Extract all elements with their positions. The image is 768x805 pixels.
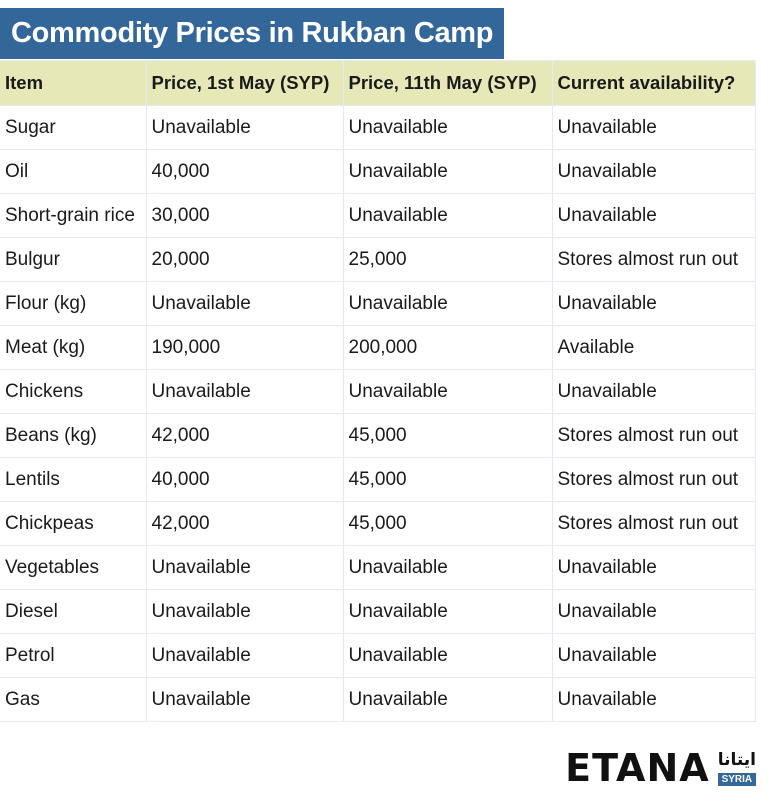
table-cell: 30,000: [145, 193, 344, 238]
table-cell: Bulgur: [0, 237, 147, 282]
table-cell: Unavailable: [551, 149, 756, 194]
logo-wordmark: ETANA: [565, 745, 710, 790]
table-cell: Beans (kg): [0, 413, 147, 458]
table-cell: Unavailable: [145, 589, 344, 634]
table-row: Gas Unavailable Unavailable Unavailable: [0, 677, 756, 722]
table-cell: Unavailable: [145, 369, 344, 414]
table-title: Commodity Prices in Rukban Camp: [0, 8, 505, 59]
table-cell: 200,000: [342, 325, 553, 370]
table-cell: Unavailable: [342, 105, 553, 150]
column-header: Current availability?: [551, 60, 756, 106]
table-cell: Unavailable: [342, 281, 553, 326]
table-cell: Unavailable: [342, 149, 553, 194]
table-cell: Unavailable: [551, 677, 756, 722]
table-cell: 40,000: [145, 149, 344, 194]
table-row: Chickens Unavailable Unavailable Unavailabl…: [0, 369, 756, 414]
column-header: Price, 11th May (SYP): [342, 60, 553, 106]
table-row: Sugar Unavailable Unavailable Unavailable: [0, 105, 756, 150]
table-cell: Unavailable: [551, 545, 756, 590]
table-cell: Stores almost run out: [551, 413, 756, 458]
commodity-price-table: Item Price, 1st May (SYP) Price, 11th May …: [0, 60, 756, 722]
table-cell: 45,000: [342, 413, 553, 458]
table-cell: Unavailable: [551, 369, 756, 414]
table-cell: Flour (kg): [0, 281, 147, 326]
table-cell: Petrol: [0, 633, 147, 678]
table-cell: Short-grain rice: [0, 193, 147, 238]
table-cell: Unavailable: [551, 193, 756, 238]
table-row: Diesel Unavailable Unavailable Unavailable: [0, 589, 756, 634]
table-cell: 40,000: [145, 457, 344, 502]
table-row: Vegetables Unavailable Unavailable Unavaila…: [0, 545, 756, 590]
table-cell: 190,000: [145, 325, 344, 370]
table-cell: 42,000: [145, 413, 344, 458]
table-cell: Unavailable: [342, 369, 553, 414]
table-cell: Lentils: [0, 457, 147, 502]
table-cell: 45,000: [342, 501, 553, 546]
table-cell: Unavailable: [145, 545, 344, 590]
table-row: Flour (kg) Unavailable Unavailable Unavaila…: [0, 281, 756, 326]
table-cell: 25,000: [342, 237, 553, 282]
table-cell: Unavailable: [551, 589, 756, 634]
table-cell: Unavailable: [342, 677, 553, 722]
table-cell: Unavailable: [551, 105, 756, 150]
table-cell: 45,000: [342, 457, 553, 502]
table-row: Chickpeas 42,000 45,000 Stores almost run o…: [0, 501, 756, 546]
column-header: Item: [0, 60, 147, 106]
table-cell: Unavailable: [145, 105, 344, 150]
logo-syria-badge: SYRIA: [717, 772, 756, 786]
table-cell: Unavailable: [551, 281, 756, 326]
table-cell: Oil: [0, 149, 147, 194]
column-header: Price, 1st May (SYP): [145, 60, 344, 106]
header-row: Item Price, 1st May (SYP) Price, 11th May …: [0, 60, 756, 106]
table-cell: Unavailable: [342, 193, 553, 238]
table-cell: Available: [551, 325, 756, 370]
table-cell: Chickens: [0, 369, 147, 414]
table-cell: Chickpeas: [0, 501, 147, 546]
table-cell: 42,000: [145, 501, 344, 546]
table-cell: Stores almost run out: [551, 237, 756, 282]
table-body: Sugar Unavailable Unavailable Unavailable Oi…: [0, 105, 756, 722]
table-cell: Unavailable: [551, 633, 756, 678]
table-cell: Stores almost run out: [551, 457, 756, 502]
table-row: Meat (kg) 190,000 200,000 Available: [0, 325, 756, 370]
table-cell: Unavailable: [342, 545, 553, 590]
table-row: Bulgur 20,000 25,000 Stores almost run out: [0, 237, 756, 282]
table-cell: Unavailable: [342, 589, 553, 634]
etana-syria-logo: ETANA ايتانا SYRIA: [565, 745, 756, 790]
table-row: Petrol Unavailable Unavailable Unavailable: [0, 633, 756, 678]
logo-arabic: ايتانا: [717, 749, 756, 769]
table-cell: 20,000: [145, 237, 344, 282]
table-cell: Meat (kg): [0, 325, 147, 370]
table-cell: Stores almost run out: [551, 501, 756, 546]
table-cell: Unavailable: [145, 281, 344, 326]
table-cell: Unavailable: [145, 677, 344, 722]
table-row: Oil 40,000 Unavailable Unavailable: [0, 149, 756, 194]
table-cell: Sugar: [0, 105, 147, 150]
table-cell: Vegetables: [0, 545, 147, 590]
logo-side: ايتانا SYRIA: [717, 749, 756, 786]
table-cell: Unavailable: [342, 633, 553, 678]
table-cell: Diesel: [0, 589, 147, 634]
table-cell: Gas: [0, 677, 147, 722]
table-row: Short-grain rice 30,000 Unavailable Unavail…: [0, 193, 756, 238]
table-row: Lentils 40,000 45,000 Stores almost run out: [0, 457, 756, 502]
table-row: Beans (kg) 42,000 45,000 Stores almost run …: [0, 413, 756, 458]
table-cell: Unavailable: [145, 633, 344, 678]
